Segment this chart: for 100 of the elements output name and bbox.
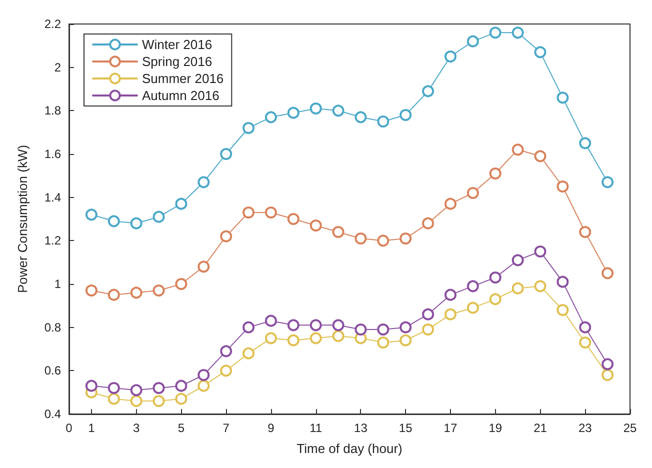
point — [422, 217, 434, 230]
point — [579, 226, 592, 238]
point — [152, 284, 165, 296]
x-tick-label: 13 — [354, 421, 368, 435]
point — [130, 395, 142, 407]
y-tick-label: 1.6 — [44, 147, 62, 161]
point — [512, 26, 524, 39]
y-tick-label: 2.2 — [44, 17, 62, 31]
point — [310, 319, 322, 332]
point — [130, 286, 142, 299]
x-tick-label: 7 — [222, 421, 230, 435]
point — [579, 336, 592, 348]
point — [534, 246, 546, 258]
point — [175, 392, 188, 405]
point — [556, 92, 569, 104]
point — [85, 208, 98, 221]
point — [377, 336, 390, 348]
point — [377, 116, 390, 128]
legend-label: Spring 2016 — [142, 54, 212, 69]
point — [130, 217, 142, 230]
point — [579, 137, 592, 150]
point — [332, 226, 344, 238]
point — [242, 122, 255, 134]
point — [220, 364, 232, 377]
point — [556, 180, 569, 192]
point — [534, 150, 546, 162]
point — [310, 220, 322, 232]
y-tick-label: 1 — [54, 277, 62, 291]
point — [377, 324, 390, 336]
point — [242, 206, 255, 218]
point — [579, 321, 592, 334]
point — [152, 210, 165, 223]
point — [444, 198, 456, 210]
x-tick-label: 21 — [534, 421, 548, 435]
x-tick-label: 1 — [88, 421, 96, 435]
point — [489, 272, 502, 284]
point — [310, 332, 322, 344]
point — [287, 106, 300, 119]
point — [332, 330, 344, 342]
point — [152, 395, 165, 407]
point — [602, 369, 614, 381]
point — [85, 380, 98, 392]
point — [198, 380, 210, 392]
y-tick-label: 1.2 — [44, 234, 62, 248]
point — [85, 284, 98, 296]
point — [287, 334, 300, 346]
y-tick-label: 0.6 — [44, 364, 62, 378]
point — [242, 321, 255, 334]
point — [220, 230, 232, 242]
point — [556, 304, 569, 316]
point — [444, 308, 456, 320]
point — [354, 111, 367, 124]
point — [130, 384, 142, 396]
point — [422, 308, 434, 320]
y-tick-label: 0.4 — [44, 407, 62, 421]
point — [400, 232, 412, 244]
point — [512, 254, 524, 266]
point — [264, 314, 277, 327]
point — [287, 213, 300, 225]
point — [489, 168, 502, 180]
point — [400, 334, 412, 346]
point — [444, 50, 456, 62]
point — [422, 324, 434, 336]
point — [354, 324, 367, 336]
y-tick-label: 0.8 — [44, 320, 62, 334]
x-tick-label: 0 — [66, 421, 73, 435]
point — [400, 109, 412, 121]
x-axis-title: Time of day (hour) — [296, 441, 402, 456]
point — [422, 85, 434, 98]
point — [220, 148, 232, 160]
x-tick-label: 3 — [132, 421, 140, 435]
x-tick-label: 23 — [578, 421, 592, 435]
point — [175, 278, 188, 290]
point — [264, 206, 277, 218]
point — [489, 26, 502, 39]
point — [220, 345, 232, 358]
x-tick-label: 11 — [310, 421, 322, 435]
point — [108, 392, 120, 405]
point — [287, 319, 300, 332]
y-tick-label: 1.8 — [44, 104, 62, 118]
point — [489, 293, 502, 306]
point — [512, 282, 524, 294]
y-tick-label: 1.4 — [44, 190, 62, 204]
point — [242, 347, 255, 360]
point — [198, 260, 210, 273]
point — [466, 302, 479, 314]
point — [512, 144, 524, 156]
x-tick-label: 25 — [623, 421, 637, 435]
point — [175, 198, 188, 210]
legend-label: Autumn 2016 — [142, 88, 220, 103]
point — [602, 267, 614, 280]
x-tick-label: 9 — [268, 421, 275, 435]
point — [108, 215, 120, 228]
point — [152, 382, 165, 394]
point — [400, 321, 412, 334]
x-tick-label: 15 — [398, 421, 413, 435]
legend-label: Winter 2016 — [142, 37, 212, 52]
point — [332, 104, 344, 117]
point — [602, 358, 614, 370]
point — [264, 332, 277, 344]
